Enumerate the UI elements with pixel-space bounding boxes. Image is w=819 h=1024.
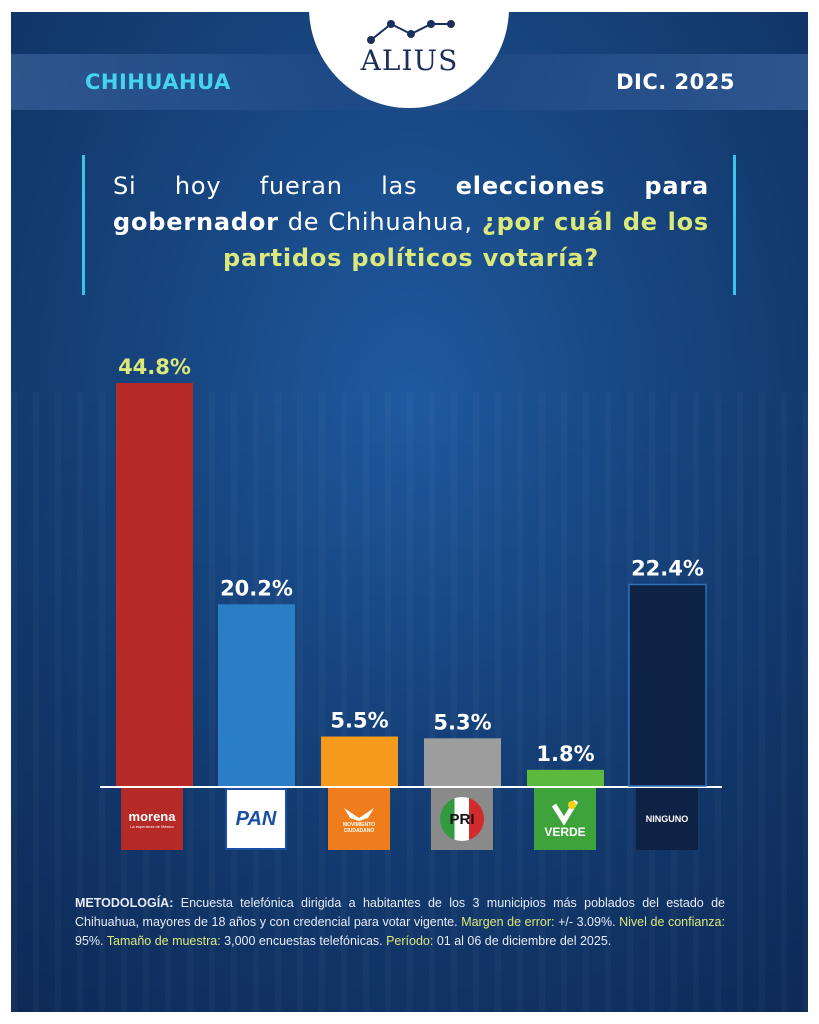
bar-verde	[527, 769, 604, 786]
verde-logo-text: VERDE	[544, 825, 586, 839]
morena-logo-text: morena	[128, 809, 176, 824]
confidence-value: 95%.	[75, 934, 107, 948]
margin-label: Margen de error:	[461, 915, 555, 929]
methodology-label: METODOLOGÍA:	[75, 896, 174, 910]
question-text: Si hoy fueran las elecciones para gobern…	[113, 168, 709, 276]
period-label: Período:	[386, 934, 434, 948]
mc-logo-line2: CIUDADANO	[343, 828, 375, 834]
bar-label-morena: 44.8%	[118, 355, 191, 379]
network-logo-icon	[367, 20, 455, 44]
bar-pan	[218, 604, 295, 786]
pan-logo: PAN	[225, 788, 287, 850]
toucan-icon	[551, 799, 579, 825]
margin-value: +/- 3.09%.	[554, 915, 620, 929]
brand-logo-text: ALIUS	[360, 44, 459, 77]
sample-value: 3,000 encuestas telefónicas.	[220, 934, 387, 948]
period-value: 01 al 06 de diciembre del 2025.	[433, 934, 612, 948]
bar-pri	[424, 738, 501, 786]
bar-label-pan: 20.2%	[220, 576, 293, 600]
question-accent-left	[82, 155, 85, 295]
confidence-label: Nivel de confianza:	[619, 915, 725, 929]
question-highlight: ¿por cuál de los partidos políticos vota…	[223, 208, 709, 272]
question-part2: de Chihuahua,	[278, 208, 482, 236]
question-accent-right	[733, 155, 736, 295]
bar-label-ninguno: 22.4%	[631, 557, 704, 581]
bar-morena	[116, 383, 193, 786]
bar-label-verde: 1.8%	[536, 742, 594, 766]
mc-logo-line1: MOVIMIENTO	[342, 822, 376, 828]
pri-circle: PRI	[440, 797, 484, 841]
eagle-icon	[344, 808, 374, 821]
pri-logo: PRI	[431, 788, 493, 850]
bar-label-movimiento-ciudadano: 5.5%	[330, 709, 388, 733]
mc-logo: MOVIMIENTO CIUDADANO	[328, 788, 390, 850]
ninguno-logo: NINGUNO	[636, 788, 698, 850]
question-bold: elecciones para gobernador	[113, 172, 710, 236]
question-part1: Si hoy fueran las	[113, 172, 456, 200]
bar-label-pri: 5.3%	[433, 710, 491, 734]
sample-label: Tamaño de muestra:	[106, 934, 221, 948]
date-label: DIC. 2025	[616, 70, 735, 94]
morena-logo: morena La esperanza de México	[121, 788, 183, 850]
methodology-text: Encuesta telefónica dirigida a habitante…	[75, 896, 725, 929]
pri-logo-text: PRI	[449, 810, 475, 828]
bar-movimiento-ciudadano	[321, 736, 398, 786]
bar-ninguno	[628, 583, 707, 787]
methodology-note: METODOLOGÍA: Encuesta telefónica dirigid…	[75, 894, 725, 951]
ninguno-logo-text: NINGUNO	[645, 814, 689, 824]
pan-logo-text: PAN	[235, 807, 277, 830]
morena-logo-subtext: La esperanza de México	[130, 824, 174, 829]
region-label: CHIHUAHUA	[85, 70, 231, 94]
verde-logo: VERDE	[534, 788, 596, 850]
